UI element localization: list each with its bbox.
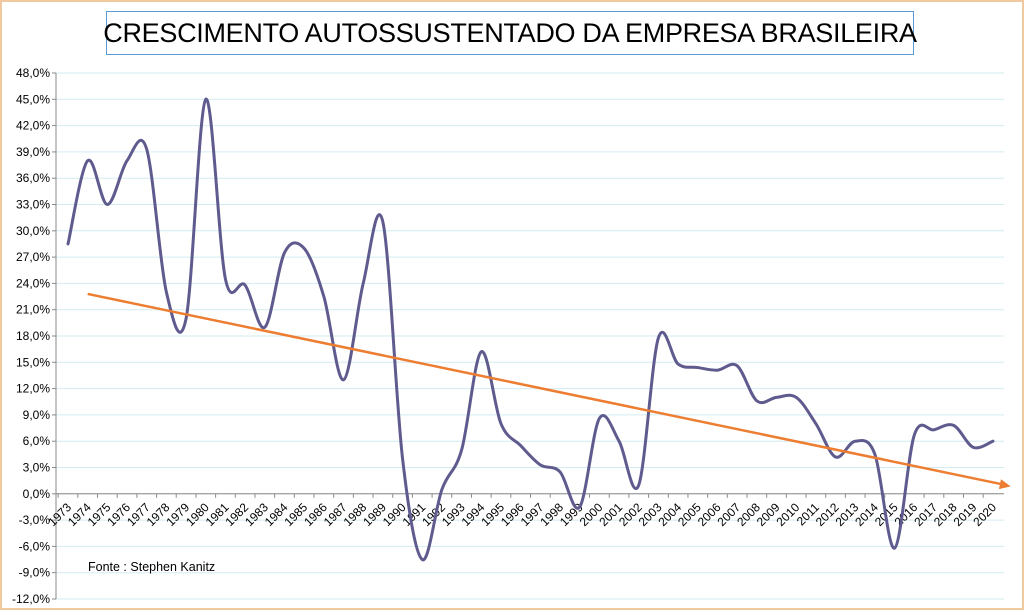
y-tick-label: 33,0% (16, 198, 50, 212)
trend-arrowhead (998, 479, 1011, 490)
y-tick-label: 15,0% (16, 355, 50, 369)
chart-title-box: CRESCIMENTO AUTOSSUSTENTADO DA EMPRESA B… (103, 11, 917, 55)
y-tick-label: 42,0% (16, 119, 50, 133)
series-line (66, 97, 995, 562)
y-tick-label: 3,0% (23, 461, 51, 475)
y-tick-label: -12,0% (12, 592, 50, 606)
y-axis-ticks: -12,0% -9,0% -6,0% -3,0% 0,0% 3,0% 6,0% 9,0% 12,… (12, 66, 56, 606)
y-tick-label: -3,0% (19, 513, 51, 527)
trend-line (87, 292, 1005, 487)
y-tick-label: 36,0% (16, 171, 50, 185)
source-note: Fonte : Stephen Kanitz (88, 560, 215, 574)
y-tick-label: 9,0% (23, 408, 51, 422)
x-axis-ticks: 1973197419751976197719781979198019811982… (45, 493, 999, 529)
y-tick-label: 6,0% (23, 434, 51, 448)
y-tick-label: 21,0% (16, 303, 50, 317)
y-tick-label: -6,0% (19, 539, 51, 553)
trend-group (87, 292, 1011, 490)
y-tick-label: 12,0% (16, 382, 50, 396)
y-tick-label: 45,0% (16, 92, 50, 106)
y-tick-label: 39,0% (16, 145, 50, 159)
y-tick-label: 18,0% (16, 329, 50, 343)
x-tick-label: 2020 (970, 500, 999, 529)
y-tick-label: -9,0% (19, 566, 51, 580)
y-tick-label: 30,0% (16, 224, 50, 238)
y-tick-label: 0,0% (23, 487, 51, 501)
y-tick-label: 24,0% (16, 276, 50, 290)
chart-title: CRESCIMENTO AUTOSSUSTENTADO DA EMPRESA B… (103, 17, 917, 48)
y-tick-label: 48,0% (16, 66, 50, 80)
y-tick-label: 27,0% (16, 250, 50, 264)
